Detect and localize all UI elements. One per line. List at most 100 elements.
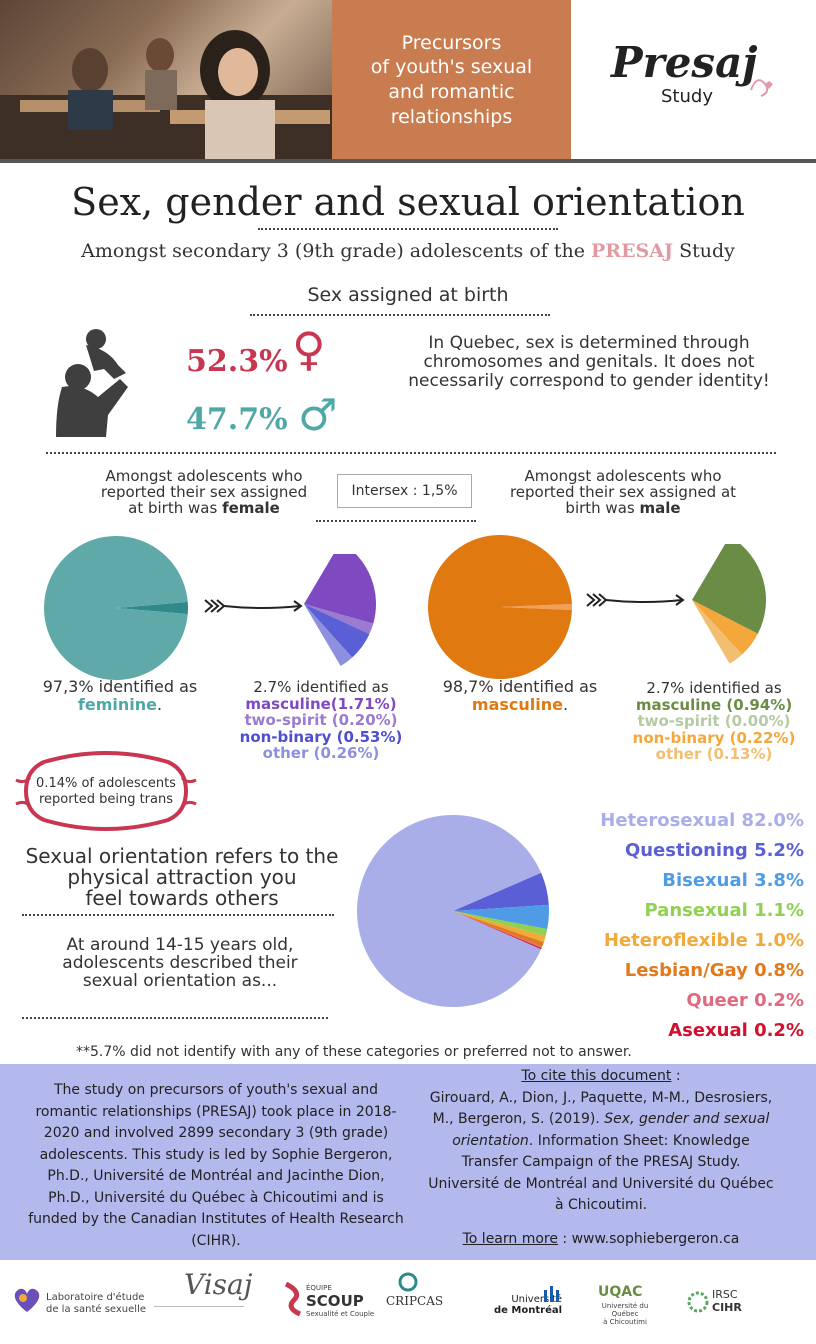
male-other-slice-non-binary <box>692 600 758 655</box>
logo-sub: Study <box>661 86 713 107</box>
orientation-slice-questioning <box>453 872 549 911</box>
female-intro-bold: female <box>222 499 280 518</box>
male-main-text: 98,7% identified as <box>442 677 598 696</box>
irsc-logo-icon <box>687 1291 709 1313</box>
female-intro-line1: Amongst adolescents who <box>105 467 303 485</box>
female-non-binary: non-binary (0.53%) <box>239 727 403 746</box>
cite-title: Sex, gender and sexual orientation <box>452 1111 770 1149</box>
scoup-top: ÉQUIPE <box>306 1284 332 1292</box>
header-banner: Precursors of youth's sexual and romanti… <box>332 0 571 160</box>
description-line3: sexual orientation as... <box>82 971 278 992</box>
definition-line2: physical attraction you <box>67 865 297 889</box>
orientation-slice-queer <box>453 911 543 949</box>
parent-child-icon <box>56 329 128 437</box>
male-other-caption: 2.7% identified as masculine (0.94%) two… <box>618 680 810 763</box>
legend-item: Asexual 0.2% <box>668 1020 804 1041</box>
female-other-slice-other <box>304 604 353 666</box>
male-intro-line2: reported their sex assigned at <box>509 483 737 502</box>
trans-line1: 0.14% of adolescents <box>36 776 176 791</box>
subtitle-suffix: Study <box>679 240 735 262</box>
irsc-text: IRSC <box>712 1288 738 1301</box>
female-percent: 52.3% <box>186 344 288 379</box>
scoup-logo-icon <box>284 1282 302 1316</box>
sex-heading-underline <box>250 314 550 316</box>
title-underline <box>258 228 558 230</box>
lab-logo-text: Laboratoire d'étude de la santé sexuelle <box>46 1292 146 1315</box>
male-two-spirit: two-spirit (0.00%) <box>637 712 791 730</box>
orientation-slice-lesbian-gay <box>453 911 544 947</box>
male-masculine: masculine (0.94%) <box>635 695 793 714</box>
uqac-sub-line2: à Chicoutimi <box>603 1318 647 1327</box>
header-rule <box>0 159 816 163</box>
cite-label: To cite this document <box>521 1068 672 1084</box>
cite-rest: . Information Sheet: Knowledge Transfer … <box>428 1132 774 1214</box>
orientation-legend: Heterosexual 82.0% Questioning 5.2% Bisexu… <box>560 806 804 1046</box>
cite-authors: Girouard, A., Dion, J., Paquette, M-M., … <box>429 1089 773 1128</box>
sex-heading: Sex assigned at birth <box>307 284 509 306</box>
orientation-slice-pansexual <box>453 911 548 936</box>
uqac-logo: UQAC <box>598 1284 643 1300</box>
female-masculine: masculine(1.71%) <box>245 694 397 713</box>
orientation-footnote: **5.7% did not identify with any of thes… <box>76 1044 632 1060</box>
male-intro-bold: male <box>639 499 681 518</box>
male-gender-slice-masculine <box>428 535 572 679</box>
female-gender-pie <box>44 536 189 680</box>
trans-line2: reported being trans <box>39 791 173 807</box>
female-main-caption: 97,3% identified as feminine. <box>20 677 220 715</box>
legend-item: Heterosexual 82.0% <box>600 810 804 831</box>
orientation-slice-heterosexual <box>357 815 542 1007</box>
legend-item: Pansexual 1.1% <box>644 900 804 921</box>
learn-more-url[interactable]: : www.sophiebergeron.ca <box>557 1230 740 1247</box>
learn-more-link[interactable]: To learn more <box>462 1230 558 1247</box>
visaj-logo: Visaj <box>184 1268 253 1301</box>
female-other-slice-two-spirit <box>304 604 374 635</box>
definition-line1: Sexual orientation refers to the <box>25 844 339 868</box>
intersex-underline <box>316 520 476 522</box>
page-title: Sex, gender and sexual orientation <box>71 180 745 224</box>
legend-item: Questioning 5.2% <box>624 840 804 861</box>
subtitle-brand: PRESAJ <box>591 240 674 262</box>
scoup-sub: Sexualité et Couple <box>306 1310 375 1318</box>
orientation-slice-bisexual <box>453 904 549 930</box>
male-other: other (0.13%) <box>655 745 773 763</box>
scoup-logo: SCOUP <box>306 1292 364 1310</box>
udem-line1: Université <box>511 1294 563 1305</box>
logo-strip: Laboratoire d'étude de la santé sexuelle… <box>0 1260 816 1344</box>
udem-logo: Université de Montréal <box>494 1294 562 1316</box>
subtitle-prefix: Amongst secondary 3 (9th grade) adolesce… <box>81 240 585 262</box>
arrow-female-icon <box>204 599 303 613</box>
female-main-text: 97,3% identified as <box>42 677 198 696</box>
definition-underline <box>22 914 334 916</box>
trans-badge-frame <box>15 751 197 831</box>
female-symbol-icon: ♀ <box>292 322 326 376</box>
lab-line1: Laboratoire d'étude <box>46 1292 145 1303</box>
description-line1: At around 14-15 years old, <box>66 935 294 955</box>
female-intro-line2: reported their sex assigned <box>100 483 308 502</box>
section-divider-1 <box>46 452 776 454</box>
male-intro: Amongst adolescents who reported their s… <box>496 468 750 517</box>
male-main-bold: masculine <box>471 695 563 715</box>
udem-logo-icon <box>544 1286 559 1302</box>
female-other-slice-non-binary <box>304 604 370 658</box>
lab-line2: de la santé sexuelle <box>46 1303 146 1315</box>
orientation-description: At around 14-15 years old, adolescents d… <box>20 936 340 991</box>
male-main-caption: 98,7% identified as masculine. <box>420 677 620 715</box>
cite-colon: : <box>671 1068 681 1084</box>
presaj-logo: Presaj Study <box>571 0 816 160</box>
male-non-binary: non-binary (0.22%) <box>632 728 796 747</box>
page-subtitle: Amongst secondary 3 (9th grade) adolesce… <box>0 240 816 262</box>
female-other-wedge <box>304 554 376 666</box>
legend-item: Lesbian/Gay 0.8% <box>624 960 804 981</box>
arrow-male-icon <box>586 593 685 607</box>
orientation-slice-heteroflexible <box>453 911 546 943</box>
female-two-spirit: two-spirit (0.20%) <box>244 711 398 729</box>
legend-item: Heteroflexible 1.0% <box>603 930 804 951</box>
intersex-label: Intersex : 1,5% <box>351 483 458 499</box>
female-other-slice-masculine <box>304 554 376 624</box>
male-gender-slice-other <box>500 604 572 610</box>
trans-badge-text: 0.14% of adolescents reported being tran… <box>24 776 188 807</box>
classroom-photo <box>0 30 332 160</box>
orientation-slice-asexual <box>453 911 542 950</box>
female-other: other (0.26%) <box>262 744 380 762</box>
male-intro-line1: Amongst adolescents who <box>524 467 722 485</box>
